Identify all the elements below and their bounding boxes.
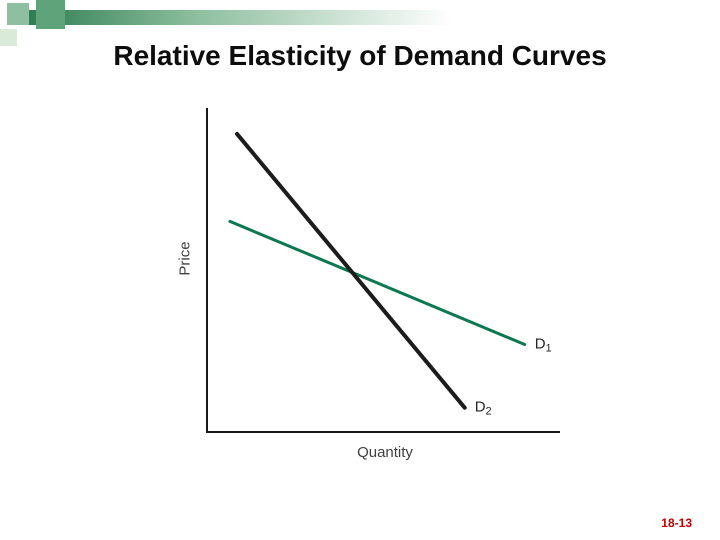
x-axis-label: Quantity <box>357 444 413 461</box>
curve-label-d1: D1 <box>535 336 552 355</box>
page-number-label: 18-13 <box>661 516 692 530</box>
decorative-square-1 <box>36 0 65 29</box>
curve-label-d2: D2 <box>475 399 492 418</box>
decorative-square-3 <box>0 29 17 46</box>
header-gradient-bar <box>28 10 452 25</box>
y-axis-label: Price <box>176 241 194 276</box>
demand-curve-d1 <box>228 219 527 347</box>
slide-title: Relative Elasticity of Demand Curves <box>113 40 607 71</box>
decorative-square-2 <box>7 3 29 25</box>
demand-curve-d2 <box>235 131 467 410</box>
